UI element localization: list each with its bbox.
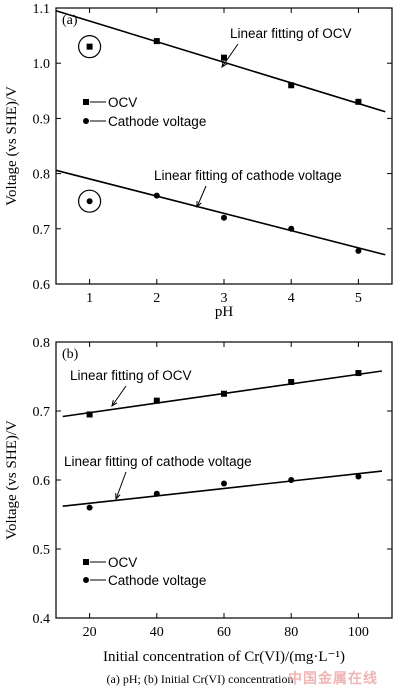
- data-point-cathode: [86, 504, 93, 511]
- legend-marker-cathode: [83, 118, 89, 124]
- fit-arrow: [221, 43, 239, 68]
- fit-label: Linear fitting of OCV: [70, 368, 192, 383]
- watermark: 中国金属在线: [288, 671, 378, 687]
- data-point-ocv: [288, 82, 295, 89]
- data-point-ocv: [355, 370, 362, 377]
- fit-label: Linear fitting of OCV: [230, 26, 352, 41]
- legend-label: Cathode voltage: [108, 114, 206, 129]
- data-point-cathode: [153, 192, 160, 199]
- y-tick-label: 1.1: [33, 2, 51, 17]
- fit-arrow: [115, 471, 127, 500]
- data-point-cathode: [221, 214, 227, 221]
- legend-label: OCV: [108, 95, 137, 110]
- figure: 1 2 3 4 5 0.6 0.7 0.8 0.9 1.0 1.1 pH Voltage (vs SHE…: [4, 2, 393, 665]
- legend-label: OCV: [108, 555, 137, 570]
- fit-arrow-head: [196, 200, 202, 209]
- y-tick-label: 0.8: [33, 336, 51, 351]
- x-axis-title: pH: [215, 304, 234, 320]
- data-point-ocv: [288, 379, 295, 386]
- y-axis-title: Voltage (vs SHE)/V: [4, 420, 20, 540]
- y-tick-label: 0.4: [33, 612, 51, 627]
- x-axis-title: Initial concentration of Cr(VI)/(mg·L⁻¹): [103, 649, 345, 665]
- data-point-cathode: [355, 247, 362, 254]
- data-point-ocv: [355, 98, 362, 105]
- x-tick-label: 60: [217, 625, 231, 640]
- legend-label: Cathode voltage: [108, 573, 206, 588]
- data-point-cathode: [86, 198, 93, 205]
- x-tick-label: 100: [348, 625, 369, 640]
- y-axis-title: Voltage (vs SHE)/V: [4, 86, 20, 206]
- data-point-ocv: [153, 397, 160, 404]
- fit-line: [62, 470, 383, 508]
- legend-marker-ocv: [83, 99, 89, 105]
- x-tick-label: 2: [153, 291, 160, 306]
- outlier-circle: [77, 35, 102, 59]
- data-point-ocv: [86, 411, 93, 418]
- data-point-ocv: [86, 43, 93, 50]
- fit-arrow: [196, 185, 207, 208]
- x-tick-label: 40: [150, 625, 164, 640]
- y-tick-label: 0.5: [33, 543, 51, 558]
- outlier-circle: [77, 189, 102, 213]
- data-point-cathode: [221, 480, 227, 487]
- legend-marker-cathode: [83, 577, 89, 583]
- data-point-ocv: [221, 54, 227, 61]
- x-tick-label: 5: [355, 291, 362, 306]
- data-point-cathode: [288, 477, 295, 483]
- x-tick-label: 20: [83, 625, 97, 640]
- x-tick-label: 4: [288, 291, 295, 306]
- plot-frame: [55, 7, 393, 285]
- fit-arrow-head: [115, 492, 121, 501]
- fit-label: Linear fitting of cathode voltage: [154, 168, 342, 183]
- x-tick-label: 3: [221, 291, 228, 306]
- figure-caption: (a) pH; (b) Initial Cr(VI) concentration: [106, 672, 294, 686]
- y-tick-label: 0.8: [33, 168, 51, 183]
- panel-label: (b): [62, 347, 79, 362]
- y-tick-label: 0.9: [33, 112, 51, 127]
- x-tick-label: 80: [284, 625, 298, 640]
- data-point-cathode: [355, 473, 362, 480]
- fit-arrow-head: [221, 61, 228, 69]
- plot-frame: [55, 341, 393, 619]
- y-tick-label: 1.0: [33, 57, 51, 72]
- fit-arrow-head: [111, 400, 118, 408]
- y-tick-label: 0.6: [33, 474, 51, 489]
- fit-line: [55, 9, 386, 113]
- panel-a: 1 2 3 4 5 0.6 0.7 0.8 0.9 1.0 1.1 pH Voltage (vs SHE…: [4, 2, 393, 320]
- data-point-ocv: [153, 38, 160, 45]
- data-point-ocv: [221, 390, 227, 397]
- panel-b: 20 40 60 80 100 0.4 0.5 0.6 0.7 0.8 Initial concen…: [4, 336, 393, 665]
- data-point-cathode: [153, 490, 160, 497]
- y-tick-label: 0.7: [33, 405, 51, 420]
- fit-arrow: [111, 385, 127, 407]
- legend-marker-ocv: [83, 559, 89, 565]
- x-tick-label: 1: [86, 291, 93, 306]
- fit-label: Linear fitting of cathode voltage: [64, 454, 252, 469]
- y-tick-label: 0.7: [33, 223, 51, 238]
- data-point-cathode: [288, 225, 295, 232]
- fit-line: [55, 169, 386, 256]
- y-tick-label: 0.6: [33, 278, 51, 293]
